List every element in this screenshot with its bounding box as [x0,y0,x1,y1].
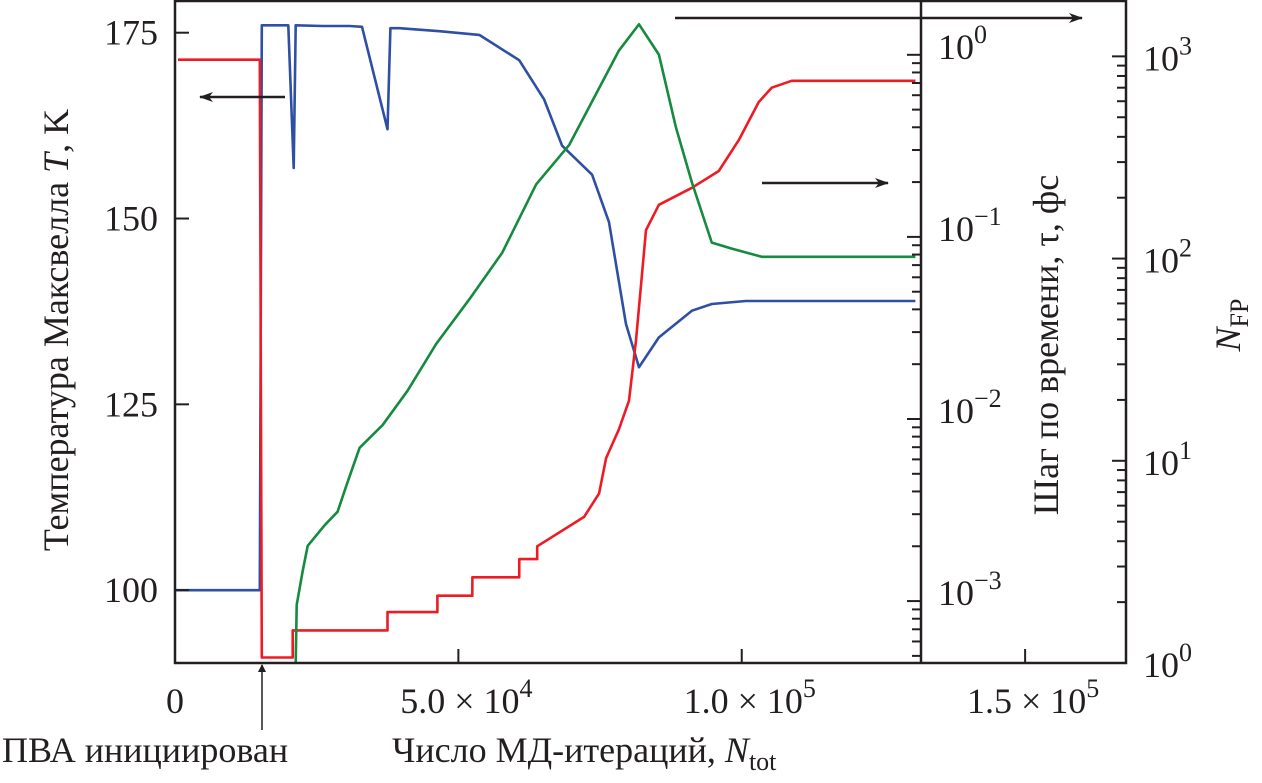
plot-frame [173,0,1128,665]
tau-axis-tick-label: 10−1 [938,202,1002,249]
tau-axis-title: Шаг по времени, τ, фс [1026,175,1066,515]
y-left-tick-label: 175 [104,13,158,53]
timestep-series-line [178,58,916,659]
x-tick-label: 1.5 × 105 [967,674,1099,721]
x-axis-title: Число МД-итераций, Ntot [392,730,777,776]
nfp-axis-tick-label: 100 [1143,638,1192,685]
tau-axis-tick-label: 100 [938,20,987,67]
x-tick-label: 0 [166,681,184,721]
y-left-tick-label: 100 [104,570,158,610]
nfp-axis-tick-label: 102 [1143,234,1192,281]
x-tick-label: 1.0 × 105 [684,674,816,721]
nfp-axis-title: NFP [1208,299,1254,353]
y-left-axis-title: Температура Максвелла T, K [36,109,76,551]
temperature-series-line [175,24,916,592]
x-tick-label: 5.0 × 104 [400,674,532,721]
tau-axis-tick-label: 10−2 [938,384,1002,431]
frenkel-pairs-series-line [294,23,916,663]
nfp-axis-tick-label: 101 [1143,436,1192,483]
tau-axis-tick-label: 10−3 [938,566,1002,613]
nfp-axis-tick-label: 103 [1143,31,1192,78]
y-left-tick-label: 150 [104,199,158,239]
ticks-layer: 0 5.0 × 104 1.0 × 105 1.5 × 105 100 125 150 175… [104,0,1192,721]
series-layer [175,23,916,663]
initiation-label: ПВА инициирован [2,730,288,770]
y-left-tick-label: 125 [104,384,158,424]
